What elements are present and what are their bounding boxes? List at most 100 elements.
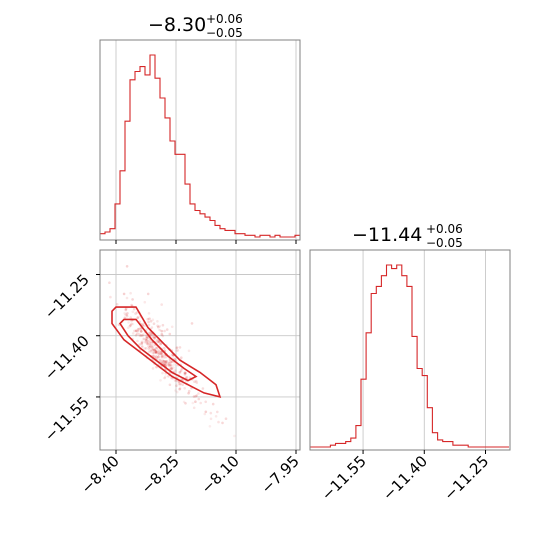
param1-histogram-steps: [100, 54, 300, 238]
scatter-sample: [166, 362, 169, 365]
scatter-sample: [194, 400, 197, 404]
scatter-sample: [159, 350, 162, 354]
scatter-sample: [147, 331, 151, 335]
scatter-sample: [157, 355, 160, 359]
scatter-sample: [157, 340, 161, 343]
scatter-sample: [163, 376, 166, 380]
scatter-sample: [179, 368, 183, 372]
scatter-sample: [166, 363, 170, 367]
scatter-sample: [179, 382, 183, 386]
joint-xtick-label-3: −7.95: [258, 452, 303, 497]
scatter-sample: [191, 401, 195, 405]
scatter-sample: [183, 371, 187, 375]
scatter-sample: [136, 339, 139, 343]
param1-title-lower: −0.05: [206, 26, 243, 40]
scatter-sample: [170, 367, 174, 370]
scatter-sample: [176, 349, 180, 352]
param1-title-median: −8.30: [148, 14, 206, 36]
scatter-sample: [142, 337, 146, 341]
scatter-sample: [164, 362, 168, 366]
scatter-sample: [147, 339, 151, 342]
scatter-sample: [149, 340, 152, 344]
scatter-sample: [141, 340, 144, 343]
scatter-sample: [126, 326, 130, 330]
scatter-sample: [145, 336, 149, 340]
scatter-sample: [154, 350, 157, 354]
scatter-sample: [188, 376, 191, 379]
scatter-sample: [154, 351, 158, 355]
scatter-sample: [159, 352, 163, 356]
scatter-sample: [145, 340, 148, 344]
scatter-sample: [163, 362, 167, 366]
scatter-sample: [159, 360, 163, 364]
param2-xtick-label-1: −11.40: [379, 452, 431, 504]
scatter-sample: [135, 332, 139, 336]
scatter-sample: [123, 316, 127, 320]
scatter-sample: [164, 360, 168, 364]
joint-xtick-label-0: −8.40: [78, 452, 123, 497]
scatter-sample: [180, 356, 183, 360]
scatter-sample: [194, 395, 197, 398]
scatter-sample: [195, 394, 198, 397]
scatter-sample: [115, 303, 119, 306]
scatter-sample: [159, 352, 163, 356]
scatter-sample: [160, 303, 163, 306]
scatter-sample: [146, 317, 150, 321]
scatter-sample: [174, 389, 177, 392]
scatter-sample: [187, 391, 190, 395]
scatter-sample: [144, 338, 148, 342]
scatter-sample: [165, 328, 169, 331]
scatter-sample: [130, 322, 133, 326]
scatter-sample: [199, 401, 202, 405]
scatter-sample: [208, 425, 212, 428]
scatter-sample: [156, 324, 159, 328]
scatter-sample: [177, 382, 180, 386]
scatter-sample: [187, 389, 191, 393]
scatter-sample: [154, 355, 158, 358]
scatter-sample: [151, 347, 155, 351]
scatter-sample: [140, 341, 144, 345]
scatter-sample: [155, 339, 159, 342]
scatter-sample: [178, 383, 182, 387]
scatter-sample: [139, 327, 143, 331]
scatter-sample: [233, 434, 236, 438]
scatter-sample: [195, 381, 199, 385]
scatter-sample: [163, 346, 166, 350]
scatter-sample: [160, 355, 164, 359]
scatter-sample: [168, 332, 172, 336]
scatter-sample: [170, 325, 174, 329]
scatter-sample: [145, 335, 148, 339]
scatter-sample: [161, 334, 165, 338]
scatter-sample: [155, 357, 158, 360]
scatter-sample: [147, 320, 150, 324]
scatter-sample: [184, 402, 187, 405]
scatter-sample: [204, 400, 207, 404]
scatter-sample: [146, 342, 149, 346]
scatter-sample: [153, 348, 156, 352]
scatter-sample: [129, 291, 132, 295]
scatter-sample: [123, 311, 126, 315]
scatter-sample: [125, 314, 129, 318]
scatter-sample: [154, 350, 157, 353]
param2-histogram-steps: [310, 264, 509, 448]
scatter-sample: [155, 365, 158, 369]
scatter-sample: [156, 351, 159, 354]
scatter-sample: [159, 379, 162, 382]
scatter-sample: [151, 349, 155, 352]
joint-ytick-label-0: −11.25: [41, 271, 93, 323]
scatter-sample: [136, 316, 140, 319]
scatter-sample: [203, 412, 207, 416]
scatter-sample: [158, 349, 161, 353]
joint-ytick-label-2: −11.55: [41, 393, 93, 445]
scatter-sample: [157, 353, 161, 356]
scatter-sample: [146, 340, 150, 343]
scatter-sample: [126, 312, 129, 315]
scatter-sample: [168, 360, 172, 364]
scatter-sample: [154, 350, 158, 353]
scatter-sample: [131, 310, 135, 314]
scatter-sample: [157, 340, 161, 344]
scatter-sample: [132, 307, 136, 311]
scatter-sample: [155, 346, 159, 350]
scatter-sample: [145, 339, 148, 342]
